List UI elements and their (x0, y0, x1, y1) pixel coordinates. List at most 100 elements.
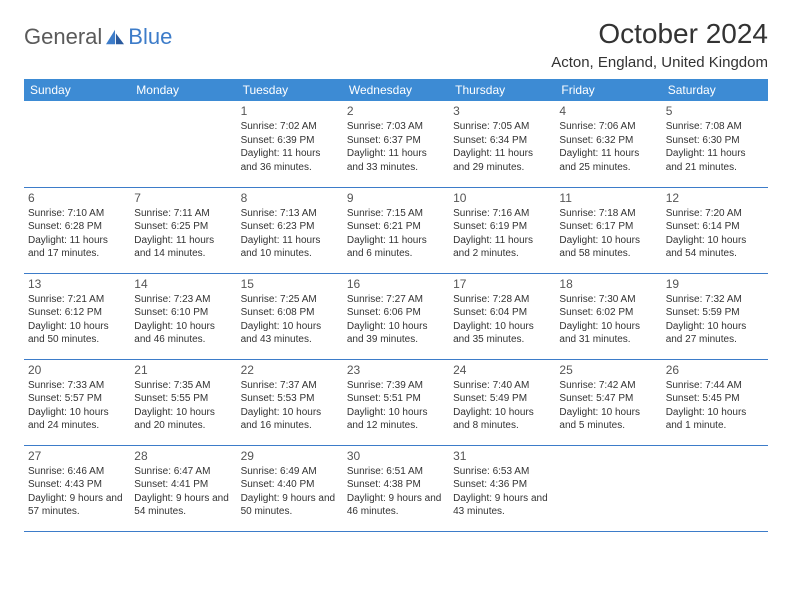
sunrise-text: Sunrise: 7:05 AM (453, 120, 551, 134)
day-number: 2 (347, 103, 445, 119)
calendar-day-cell: 28Sunrise: 6:47 AMSunset: 4:41 PMDayligh… (130, 445, 236, 531)
sunset-text: Sunset: 4:36 PM (453, 478, 551, 492)
day-number: 14 (134, 276, 232, 292)
daylight-text: Daylight: 10 hours and 35 minutes. (453, 320, 551, 347)
sunset-text: Sunset: 6:19 PM (453, 220, 551, 234)
calendar-day-cell: 7Sunrise: 7:11 AMSunset: 6:25 PMDaylight… (130, 187, 236, 273)
day-header: Sunday (24, 79, 130, 101)
header-row: General Blue October 2024 Acton, England… (24, 18, 768, 71)
calendar-day-cell: 18Sunrise: 7:30 AMSunset: 6:02 PMDayligh… (555, 273, 661, 359)
sunset-text: Sunset: 4:41 PM (134, 478, 232, 492)
brand-text-2: Blue (128, 24, 172, 50)
daylight-text: Daylight: 9 hours and 46 minutes. (347, 492, 445, 519)
daylight-text: Daylight: 10 hours and 12 minutes. (347, 406, 445, 433)
calendar-empty-cell (662, 445, 768, 531)
calendar-day-cell: 3Sunrise: 7:05 AMSunset: 6:34 PMDaylight… (449, 101, 555, 187)
day-header: Saturday (662, 79, 768, 101)
sunset-text: Sunset: 6:30 PM (666, 134, 764, 148)
sunset-text: Sunset: 6:10 PM (134, 306, 232, 320)
day-number: 31 (453, 448, 551, 464)
sunrise-text: Sunrise: 6:53 AM (453, 465, 551, 479)
calendar-day-cell: 11Sunrise: 7:18 AMSunset: 6:17 PMDayligh… (555, 187, 661, 273)
day-number: 6 (28, 190, 126, 206)
day-number: 7 (134, 190, 232, 206)
daylight-text: Daylight: 11 hours and 36 minutes. (241, 147, 339, 174)
daylight-text: Daylight: 11 hours and 14 minutes. (134, 234, 232, 261)
daylight-text: Daylight: 11 hours and 29 minutes. (453, 147, 551, 174)
sunset-text: Sunset: 5:45 PM (666, 392, 764, 406)
day-number: 20 (28, 362, 126, 378)
day-number: 18 (559, 276, 657, 292)
calendar-week-row: 27Sunrise: 6:46 AMSunset: 4:43 PMDayligh… (24, 445, 768, 531)
calendar-day-cell: 24Sunrise: 7:40 AMSunset: 5:49 PMDayligh… (449, 359, 555, 445)
day-number: 21 (134, 362, 232, 378)
daylight-text: Daylight: 10 hours and 46 minutes. (134, 320, 232, 347)
day-header-row: SundayMondayTuesdayWednesdayThursdayFrid… (24, 79, 768, 101)
day-number: 13 (28, 276, 126, 292)
sunset-text: Sunset: 6:34 PM (453, 134, 551, 148)
day-header: Wednesday (343, 79, 449, 101)
daylight-text: Daylight: 10 hours and 43 minutes. (241, 320, 339, 347)
sunrise-text: Sunrise: 7:23 AM (134, 293, 232, 307)
calendar-week-row: 20Sunrise: 7:33 AMSunset: 5:57 PMDayligh… (24, 359, 768, 445)
sunrise-text: Sunrise: 7:02 AM (241, 120, 339, 134)
sunset-text: Sunset: 5:49 PM (453, 392, 551, 406)
daylight-text: Daylight: 10 hours and 58 minutes. (559, 234, 657, 261)
sunset-text: Sunset: 6:23 PM (241, 220, 339, 234)
day-number: 30 (347, 448, 445, 464)
sunrise-text: Sunrise: 7:18 AM (559, 207, 657, 221)
sunset-text: Sunset: 4:40 PM (241, 478, 339, 492)
calendar-week-row: 13Sunrise: 7:21 AMSunset: 6:12 PMDayligh… (24, 273, 768, 359)
calendar-body: 1Sunrise: 7:02 AMSunset: 6:39 PMDaylight… (24, 101, 768, 531)
calendar-week-row: 6Sunrise: 7:10 AMSunset: 6:28 PM Daylight… (24, 187, 768, 273)
sunset-text: Sunset: 6:37 PM (347, 134, 445, 148)
day-number: 11 (559, 190, 657, 206)
day-header: Thursday (449, 79, 555, 101)
calendar-day-cell: 25Sunrise: 7:42 AMSunset: 5:47 PMDayligh… (555, 359, 661, 445)
calendar-day-cell: 9Sunrise: 7:15 AMSunset: 6:21 PMDaylight… (343, 187, 449, 273)
sunrise-text: Sunrise: 7:42 AM (559, 379, 657, 393)
sunset-text: Sunset: 6:06 PM (347, 306, 445, 320)
calendar-table: SundayMondayTuesdayWednesdayThursdayFrid… (24, 79, 768, 532)
day-number: 29 (241, 448, 339, 464)
calendar-day-cell: 23Sunrise: 7:39 AMSunset: 5:51 PMDayligh… (343, 359, 449, 445)
calendar-day-cell: 6Sunrise: 7:10 AMSunset: 6:28 PMDaylight… (24, 187, 130, 273)
calendar-day-cell: 1Sunrise: 7:02 AMSunset: 6:39 PMDaylight… (237, 101, 343, 187)
daylight-text: Daylight: 10 hours and 24 minutes. (28, 406, 126, 433)
daylight-text: Daylight: 11 hours and 10 minutes. (241, 234, 339, 261)
sunset-text: Sunset: 4:43 PM (28, 478, 126, 492)
sunset-text: Sunset: 6:14 PM (666, 220, 764, 234)
sunrise-text: Sunrise: 7:16 AM (453, 207, 551, 221)
calendar-day-cell: 12Sunrise: 7:20 AMSunset: 6:14 PMDayligh… (662, 187, 768, 273)
calendar-empty-cell (24, 101, 130, 187)
sunrise-text: Sunrise: 7:40 AM (453, 379, 551, 393)
sunrise-text: Sunrise: 6:47 AM (134, 465, 232, 479)
day-number: 3 (453, 103, 551, 119)
daylight-text: Daylight: 10 hours and 27 minutes. (666, 320, 764, 347)
calendar-day-cell: 20Sunrise: 7:33 AMSunset: 5:57 PMDayligh… (24, 359, 130, 445)
sunset-text: Sunset: 6:25 PM (134, 220, 232, 234)
sunrise-text: Sunrise: 6:49 AM (241, 465, 339, 479)
sunrise-text: Sunrise: 7:10 AM (28, 207, 126, 221)
day-number: 26 (666, 362, 764, 378)
sunset-text: Sunset: 5:51 PM (347, 392, 445, 406)
sunset-text: Sunset: 5:55 PM (134, 392, 232, 406)
brand-text-1: General (24, 24, 102, 50)
day-header: Tuesday (237, 79, 343, 101)
calendar-empty-cell (555, 445, 661, 531)
sunrise-text: Sunrise: 7:39 AM (347, 379, 445, 393)
sunset-text: Sunset: 5:59 PM (666, 306, 764, 320)
sunrise-text: Sunrise: 7:30 AM (559, 293, 657, 307)
daylight-text: Daylight: 11 hours and 6 minutes. (347, 234, 445, 261)
daylight-text: Daylight: 11 hours and 21 minutes. (666, 147, 764, 174)
sunset-text: Sunset: 6:28 PM (28, 220, 126, 234)
calendar-day-cell: 2Sunrise: 7:03 AMSunset: 6:37 PMDaylight… (343, 101, 449, 187)
sunrise-text: Sunrise: 7:06 AM (559, 120, 657, 134)
daylight-text: Daylight: 10 hours and 20 minutes. (134, 406, 232, 433)
calendar-day-cell: 14Sunrise: 7:23 AMSunset: 6:10 PMDayligh… (130, 273, 236, 359)
sunset-text: Sunset: 6:08 PM (241, 306, 339, 320)
daylight-text: Daylight: 11 hours and 25 minutes. (559, 147, 657, 174)
calendar-day-cell: 4Sunrise: 7:06 AMSunset: 6:32 PMDaylight… (555, 101, 661, 187)
day-number: 17 (453, 276, 551, 292)
calendar-day-cell: 26Sunrise: 7:44 AMSunset: 5:45 PMDayligh… (662, 359, 768, 445)
